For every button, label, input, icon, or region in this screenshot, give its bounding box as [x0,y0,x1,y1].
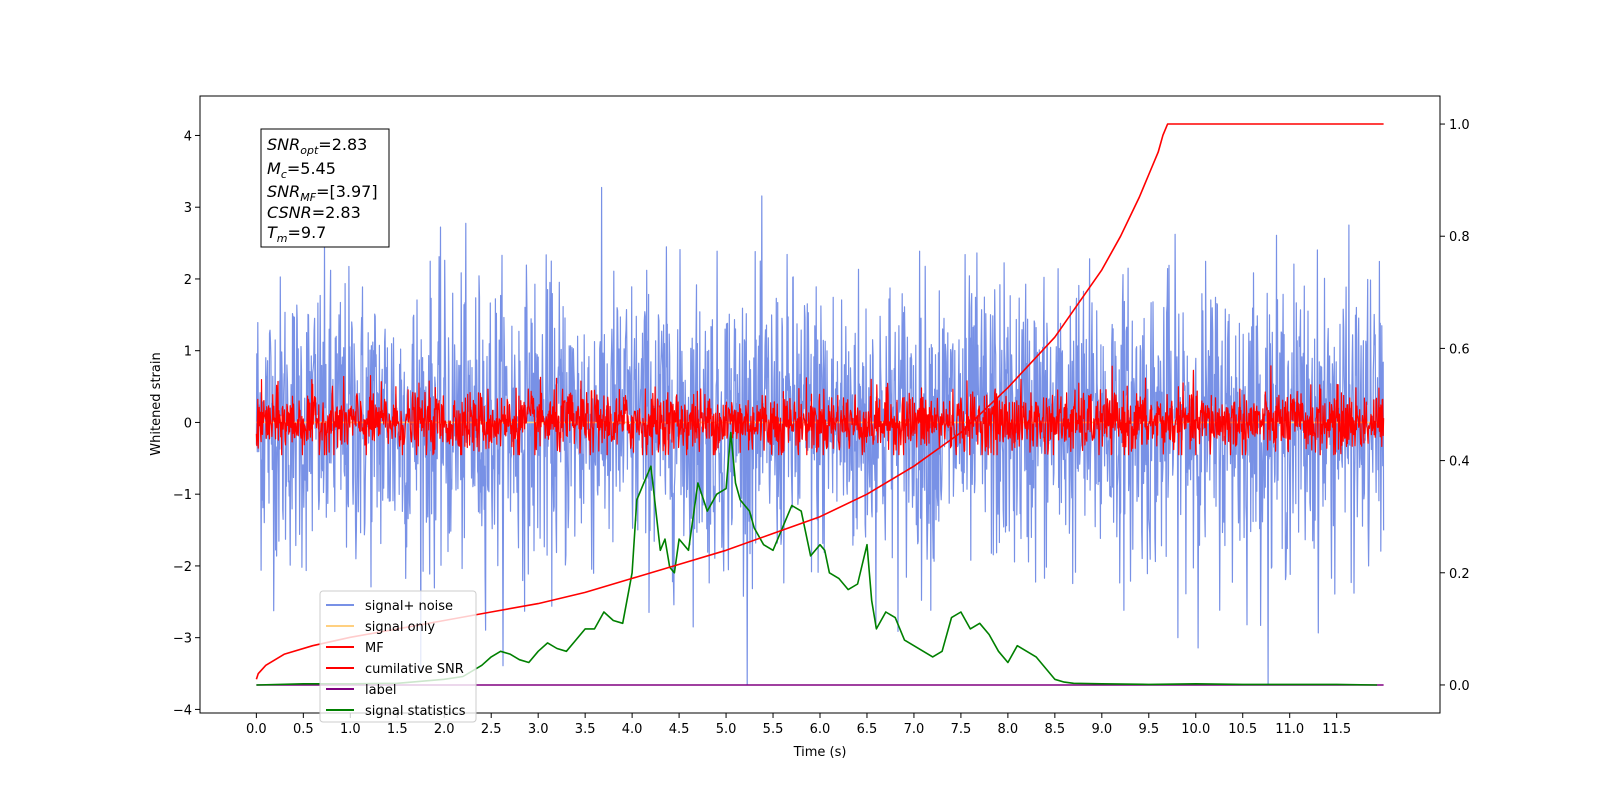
x-tick-label: 1.5 [387,722,408,737]
x-tick-label: 7.5 [951,722,972,737]
info-box-frame [260,128,390,248]
x-tick-label: 0.5 [293,722,314,737]
x-tick-label: 0.0 [246,722,267,737]
info-snr-opt-symbol: SNR [267,135,300,154]
info-tm: Tm=9.7 [267,223,326,245]
x-tick-label: 10.0 [1181,722,1210,737]
y2-tick-label: 0.8 [1449,230,1470,245]
x-axis-label: Time (s) [793,745,847,760]
x-tick-label: 2.0 [434,722,455,737]
info-snr-mf-symbol: SNR [267,182,300,201]
y-tick-label: 4 [184,129,192,144]
y2-tick-label: 0.0 [1449,679,1470,694]
y-tick-label: −2 [173,560,192,575]
y-tick-label: 2 [184,273,192,288]
legend-label: signal only [365,620,435,635]
y2-tick-label: 0.6 [1449,342,1470,357]
x-tick-label: 6.0 [810,722,831,737]
info-snr-opt: SNRopt=2.83 [267,135,367,157]
x-tick-label: 4.5 [669,722,690,737]
info-mc-symbol: M [267,159,281,178]
info-csnr-symbol: CSNR [267,203,312,222]
info-snr-opt-subscript: opt [300,144,319,157]
x-tick-label: 6.5 [857,722,878,737]
y2-tick-label: 0.2 [1449,567,1470,582]
info-mc: Mc=5.45 [267,159,336,181]
legend-label: cumilative SNR [365,662,464,677]
legend-label: label [365,683,396,698]
info-tm-value: =9.7 [288,223,327,242]
info-mc-subscript: c [281,168,287,181]
y-tick-label: −4 [173,703,192,718]
info-snr-mf: SNRMF=[3.97] [267,182,378,204]
info-csnr-value: =2.83 [312,203,361,222]
x-tick-label: 8.5 [1045,722,1066,737]
x-tick-label: 9.0 [1091,722,1112,737]
x-tick-label: 3.5 [575,722,596,737]
x-tick-label: 8.0 [998,722,1019,737]
series-line-signal-statistics [256,431,1378,686]
x-tick-label: 4.0 [622,722,643,737]
y-axis-label: Whitened strain [149,352,164,455]
y-axis-right: 0.0 0.2 0.4 0.6 0.8 1.0 [1440,118,1470,694]
info-snr-mf-subscript: MF [300,191,316,204]
x-tick-label: 11.0 [1275,722,1304,737]
y-tick-label: −1 [173,488,192,503]
x-tick-label: 3.0 [528,722,549,737]
y-tick-label: 0 [184,416,192,431]
info-csnr: CSNR=2.83 [267,203,361,222]
x-tick-label: 7.0 [904,722,925,737]
x-tick-label: 1.0 [340,722,361,737]
legend-label: MF [365,641,384,656]
y2-tick-label: 1.0 [1449,118,1470,133]
legend: signal+ noise signal only MF cumilative SNR… [319,590,477,723]
legend-label: signal+ noise [365,599,453,614]
y-axis-left: −4 −3 −2 −1 0 1 2 3 4 [173,129,200,718]
info-tm-symbol: T [267,223,278,242]
legend-label: signal statistics [365,704,466,719]
x-tick-label: 2.5 [481,722,502,737]
x-axis: 0.0 0.5 1.0 1.5 2.0 2.5 3.0 3.5 4.0 4.5 5.0 5.5 6.0 6… [246,713,1351,737]
legend-frame [319,590,477,723]
info-tm-subscript: m [277,232,288,245]
x-tick-label: 5.0 [716,722,737,737]
info-snr-opt-value: =2.83 [318,135,367,154]
x-tick-label: 11.5 [1322,722,1351,737]
y-tick-label: −3 [173,632,192,647]
series-line-mf [255,365,1385,456]
info-box: SNRopt=2.83 Mc=5.45 SNRMF=[3.97] CSNR=2.… [260,128,390,248]
y2-tick-label: 0.4 [1449,455,1470,470]
x-tick-label: 9.5 [1138,722,1159,737]
y-tick-label: 1 [184,345,192,360]
y-tick-label: 3 [184,201,192,216]
info-mc-value: =5.45 [287,159,336,178]
x-tick-label: 10.5 [1228,722,1257,737]
info-snr-mf-value: =[3.97] [316,182,378,201]
x-tick-label: 5.5 [763,722,784,737]
